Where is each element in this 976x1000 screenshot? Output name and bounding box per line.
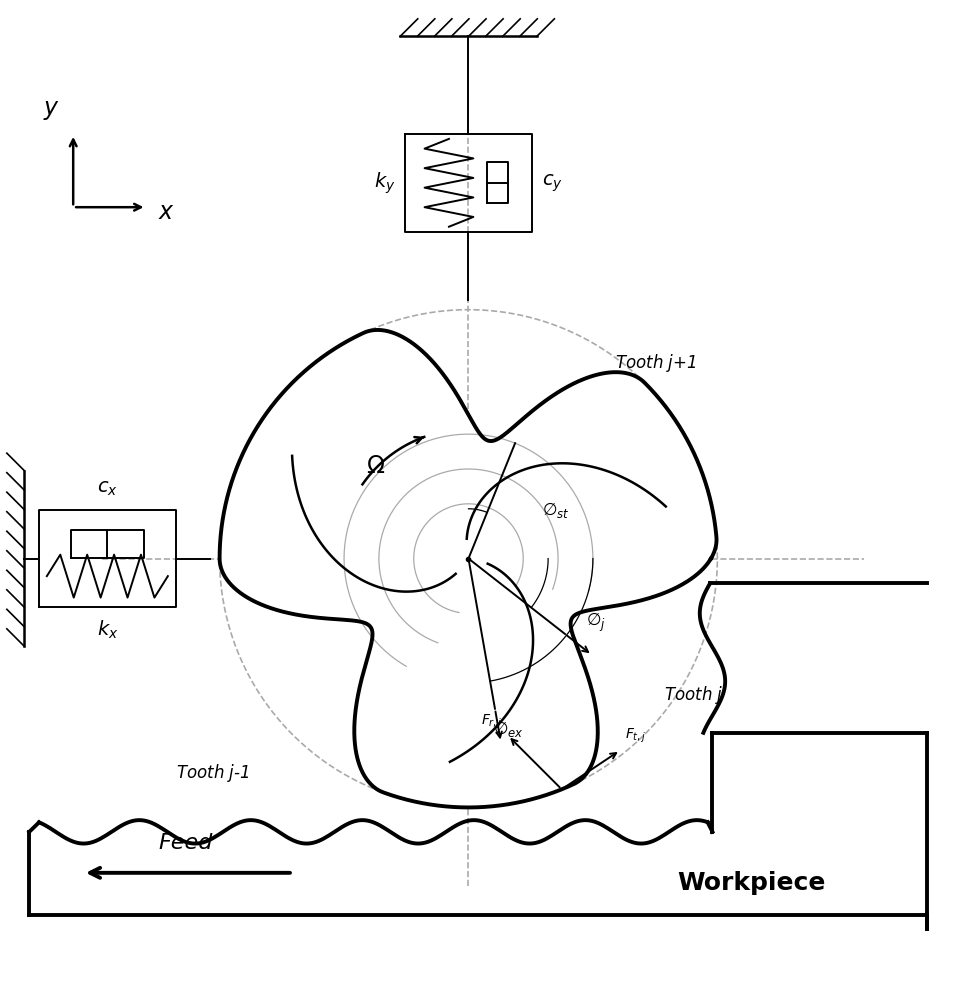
- Text: $c_x$: $c_x$: [97, 479, 118, 498]
- Text: $\varnothing_{st}$: $\varnothing_{st}$: [542, 500, 569, 520]
- Text: $y$: $y$: [43, 98, 61, 122]
- Text: $\varnothing_j$: $\varnothing_j$: [586, 610, 605, 634]
- Text: $c_y$: $c_y$: [542, 172, 562, 194]
- Text: Tooth $j$+1: Tooth $j$+1: [615, 352, 696, 374]
- Text: $\varnothing_{ex}$: $\varnothing_{ex}$: [493, 719, 524, 739]
- Text: Tooth $j$-1: Tooth $j$-1: [176, 762, 249, 784]
- Text: $k_x$: $k_x$: [97, 619, 118, 641]
- Text: $F_{r,j}$: $F_{r,j}$: [481, 712, 504, 731]
- Text: $x$: $x$: [158, 200, 175, 224]
- Text: Feed: Feed: [158, 833, 213, 853]
- Text: Tooth $j$: Tooth $j$: [664, 684, 723, 706]
- Text: $\Omega$: $\Omega$: [366, 454, 386, 478]
- Text: $F_{t,j}$: $F_{t,j}$: [626, 727, 647, 745]
- Text: Workpiece: Workpiece: [677, 871, 826, 895]
- Polygon shape: [220, 330, 716, 807]
- Text: $k_y$: $k_y$: [374, 170, 395, 196]
